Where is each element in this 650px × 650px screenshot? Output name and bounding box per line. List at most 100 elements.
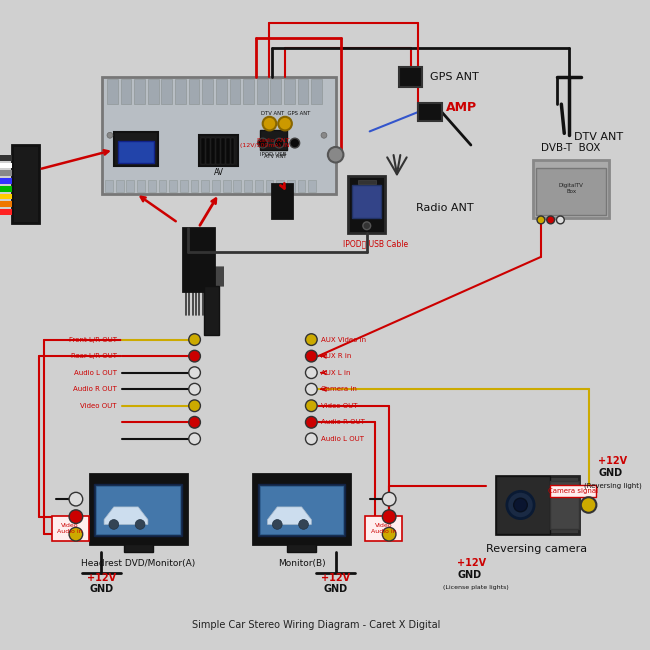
Bar bbox=[90, 474, 187, 544]
Bar bbox=[284, 79, 295, 104]
Circle shape bbox=[278, 117, 292, 131]
Text: Reversing camera: Reversing camera bbox=[486, 544, 588, 554]
Circle shape bbox=[188, 350, 200, 362]
Bar bbox=[0, 202, 12, 207]
Text: +12V: +12V bbox=[457, 558, 486, 568]
Circle shape bbox=[107, 133, 113, 138]
Bar bbox=[211, 138, 215, 164]
Bar bbox=[419, 103, 442, 121]
Bar bbox=[206, 138, 210, 164]
Bar bbox=[127, 180, 135, 192]
Bar bbox=[114, 133, 157, 166]
Circle shape bbox=[272, 519, 282, 529]
Bar bbox=[121, 79, 131, 104]
Bar bbox=[148, 79, 159, 104]
Circle shape bbox=[109, 519, 119, 529]
Bar bbox=[372, 164, 441, 213]
Bar bbox=[348, 176, 385, 233]
Text: GND: GND bbox=[598, 468, 623, 478]
Bar bbox=[148, 180, 155, 192]
Circle shape bbox=[507, 491, 534, 519]
Text: DTV ANT: DTV ANT bbox=[574, 132, 623, 142]
Circle shape bbox=[556, 216, 564, 224]
Bar bbox=[0, 162, 12, 168]
Bar bbox=[105, 180, 113, 192]
Bar bbox=[0, 155, 12, 161]
Bar bbox=[0, 170, 12, 176]
Circle shape bbox=[274, 138, 284, 148]
Circle shape bbox=[306, 433, 317, 445]
Text: ATV ANT: ATV ANT bbox=[264, 154, 287, 159]
Bar bbox=[287, 180, 295, 192]
Text: IPOD USB: IPOD USB bbox=[260, 152, 286, 157]
Bar bbox=[135, 79, 145, 104]
Text: DTV ANT  GPS ANT: DTV ANT GPS ANT bbox=[261, 111, 310, 116]
Bar bbox=[272, 184, 292, 218]
Text: AUX R in: AUX R in bbox=[321, 353, 352, 359]
Text: GND: GND bbox=[89, 584, 113, 593]
Text: AV: AV bbox=[214, 168, 224, 177]
Bar bbox=[233, 180, 241, 192]
Text: Camera signal: Camera signal bbox=[548, 488, 598, 495]
Bar bbox=[161, 79, 172, 104]
Text: Audio L OUT: Audio L OUT bbox=[73, 370, 117, 376]
Bar bbox=[107, 79, 118, 104]
Text: Headrest DVD/Monitor(A): Headrest DVD/Monitor(A) bbox=[81, 559, 195, 568]
Circle shape bbox=[188, 433, 200, 445]
Circle shape bbox=[581, 497, 597, 513]
Bar bbox=[226, 138, 229, 164]
Bar bbox=[550, 484, 597, 497]
Bar bbox=[276, 180, 284, 192]
Text: Front L/R OUT: Front L/R OUT bbox=[69, 337, 117, 343]
Bar bbox=[221, 138, 225, 164]
Bar bbox=[352, 185, 382, 218]
Circle shape bbox=[537, 216, 545, 224]
Bar bbox=[255, 180, 263, 192]
Circle shape bbox=[328, 147, 343, 162]
Bar bbox=[270, 79, 281, 104]
Bar bbox=[183, 227, 214, 291]
Bar bbox=[496, 476, 550, 534]
Bar bbox=[298, 79, 308, 104]
Bar bbox=[175, 79, 186, 104]
Bar bbox=[188, 79, 200, 104]
Circle shape bbox=[363, 222, 370, 229]
Text: +12V: +12V bbox=[321, 573, 350, 583]
Polygon shape bbox=[268, 507, 311, 525]
Bar bbox=[260, 131, 287, 150]
Circle shape bbox=[263, 117, 276, 131]
Bar bbox=[12, 145, 39, 223]
Circle shape bbox=[306, 400, 317, 411]
Bar bbox=[287, 544, 316, 552]
Circle shape bbox=[382, 527, 396, 541]
Polygon shape bbox=[104, 507, 148, 525]
Text: Radio ANT
(12V/500mA) IN: Radio ANT (12V/500mA) IN bbox=[240, 138, 290, 148]
Circle shape bbox=[69, 527, 83, 541]
Text: Monitor(B): Monitor(B) bbox=[278, 559, 326, 568]
Circle shape bbox=[382, 510, 396, 523]
Bar bbox=[298, 180, 305, 192]
Circle shape bbox=[306, 333, 317, 345]
Circle shape bbox=[306, 384, 317, 395]
Circle shape bbox=[299, 519, 308, 529]
Bar bbox=[51, 515, 88, 541]
Bar bbox=[533, 160, 609, 218]
Bar bbox=[0, 194, 12, 200]
Circle shape bbox=[290, 138, 300, 148]
Circle shape bbox=[188, 417, 200, 428]
Bar bbox=[190, 180, 198, 192]
Circle shape bbox=[306, 367, 317, 378]
Bar bbox=[0, 209, 12, 215]
Bar bbox=[0, 186, 12, 192]
Bar bbox=[159, 180, 166, 192]
Bar bbox=[496, 476, 579, 534]
Text: AUX L in: AUX L in bbox=[321, 370, 350, 376]
Text: GPS ANT: GPS ANT bbox=[430, 72, 479, 82]
Text: Video OUT: Video OUT bbox=[80, 403, 117, 409]
Bar bbox=[260, 486, 343, 534]
Bar bbox=[200, 135, 239, 166]
Bar bbox=[311, 79, 322, 104]
Text: Audio R OUT: Audio R OUT bbox=[321, 419, 365, 425]
Bar bbox=[223, 180, 231, 192]
Text: AUX Video in: AUX Video in bbox=[321, 337, 366, 343]
